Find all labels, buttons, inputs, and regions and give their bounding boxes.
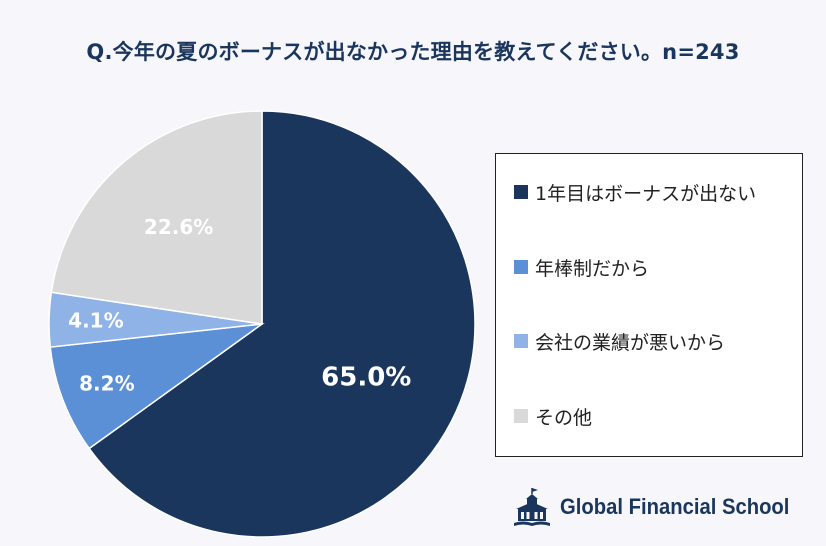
pie-slice-2 xyxy=(49,322,265,450)
legend-label-3: 会社の業績が悪いから xyxy=(535,331,726,354)
legend-label-4: その他 xyxy=(535,406,593,429)
school-building-icon xyxy=(514,488,550,526)
legend-swatch-3 xyxy=(514,334,528,348)
brand-name: Global Financial School xyxy=(560,494,790,519)
legend-label-1: 1年目はボーナスが出ない xyxy=(535,182,757,205)
brand-logo: Global Financial School xyxy=(512,486,809,528)
pie-slice-4 xyxy=(50,110,263,325)
legend-swatch-1 xyxy=(514,185,528,199)
slice-label-3: 4.1% xyxy=(68,309,123,333)
legend-label-2: 年棒制だから xyxy=(535,257,650,280)
slice-label-2: 8.2% xyxy=(79,372,134,396)
legend-item-3: 会社の業績が悪いから xyxy=(514,326,725,356)
slice-label-1: 65.0% xyxy=(321,362,411,392)
legend-item-1: 1年目はボーナスが出ない xyxy=(514,177,756,207)
legend-swatch-4 xyxy=(514,409,528,423)
chart-title: Q.今年の夏のボーナスが出なかった理由を教えてください。n=243 xyxy=(86,40,740,64)
legend-item-2: 年棒制だから xyxy=(514,252,649,282)
legend-swatch-2 xyxy=(514,260,528,274)
slice-label-4: 22.6% xyxy=(144,215,213,239)
pie-slice-1 xyxy=(88,110,476,538)
legend: 1年目はボーナスが出ない 年棒制だから会社の業績が悪いから その他 xyxy=(495,153,803,457)
legend-item-4: その他 xyxy=(514,401,592,431)
